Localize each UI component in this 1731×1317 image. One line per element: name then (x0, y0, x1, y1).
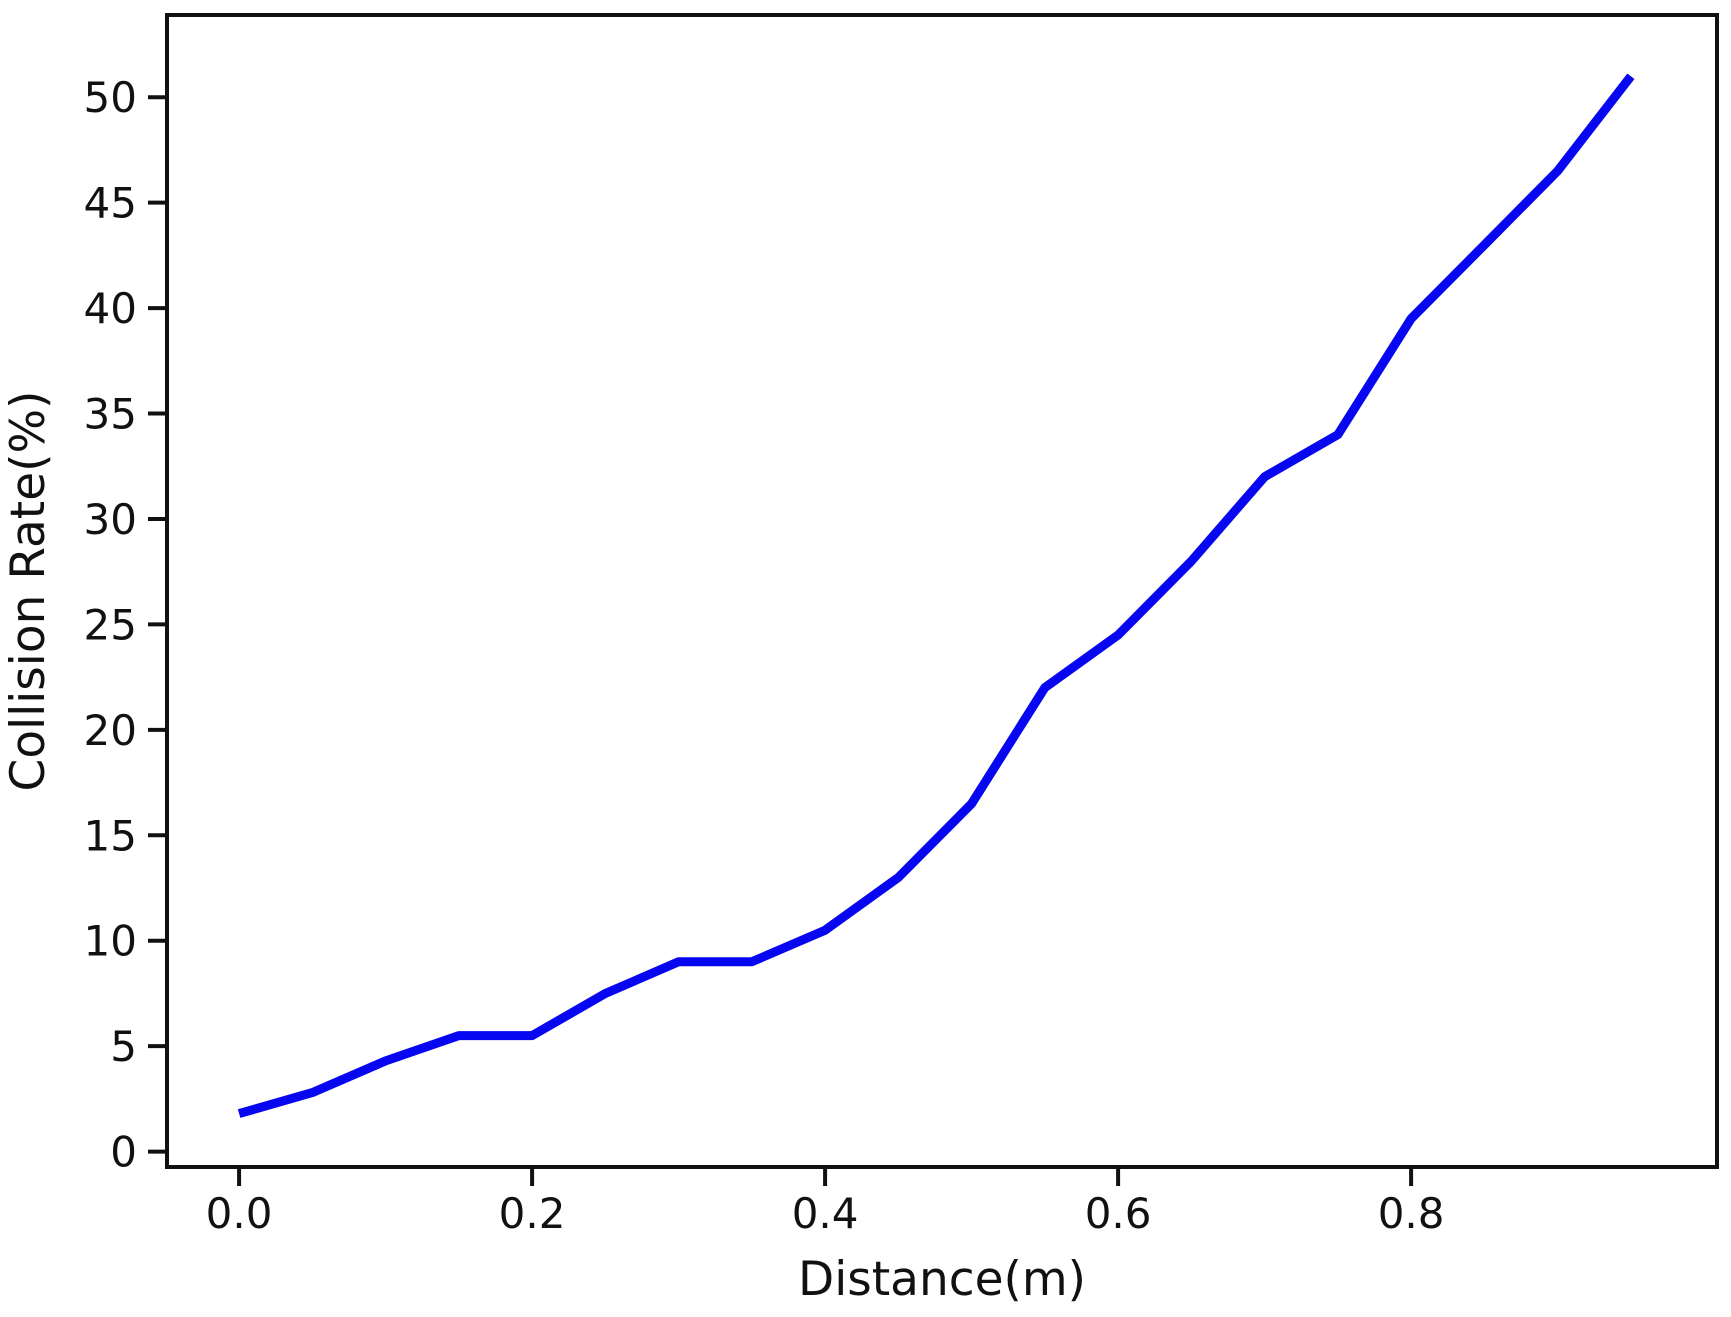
x-axis-ticks (237, 1167, 1414, 1186)
y-axis-ticks (148, 95, 167, 1154)
x-tick-label: 0.0 (206, 1189, 273, 1238)
y-tick-label: 50 (84, 73, 137, 122)
x-axis-label: Distance(m) (798, 1252, 1086, 1307)
y-tick-label: 5 (110, 1022, 137, 1071)
y-tick-label: 0 (110, 1128, 137, 1177)
plot-area-frame (165, 13, 1719, 1169)
y-axis-label: Collision Rate(%) (1, 391, 56, 792)
y-tick-label: 45 (84, 179, 137, 228)
x-axis-tick-labels: 0.0 0.2 0.4 0.6 0.8 (206, 1189, 1445, 1238)
x-tick-label: 0.8 (1378, 1189, 1445, 1238)
y-tick-label: 10 (84, 917, 137, 966)
y-tick-label: 20 (84, 706, 137, 755)
y-tick-label: 30 (84, 495, 137, 544)
collision-rate-line (237, 73, 1635, 1118)
x-tick-label: 0.2 (499, 1189, 566, 1238)
y-tick-label: 35 (84, 390, 137, 439)
y-axis-tick-labels: 0 5 10 15 20 25 30 35 40 45 50 (84, 73, 137, 1176)
y-tick-label: 25 (84, 600, 137, 649)
y-tick-label: 15 (84, 811, 137, 860)
x-tick-label: 0.4 (792, 1189, 859, 1238)
x-tick-label: 0.6 (1085, 1189, 1152, 1238)
data-series-group (237, 73, 1635, 1118)
y-tick-label: 40 (84, 284, 137, 333)
